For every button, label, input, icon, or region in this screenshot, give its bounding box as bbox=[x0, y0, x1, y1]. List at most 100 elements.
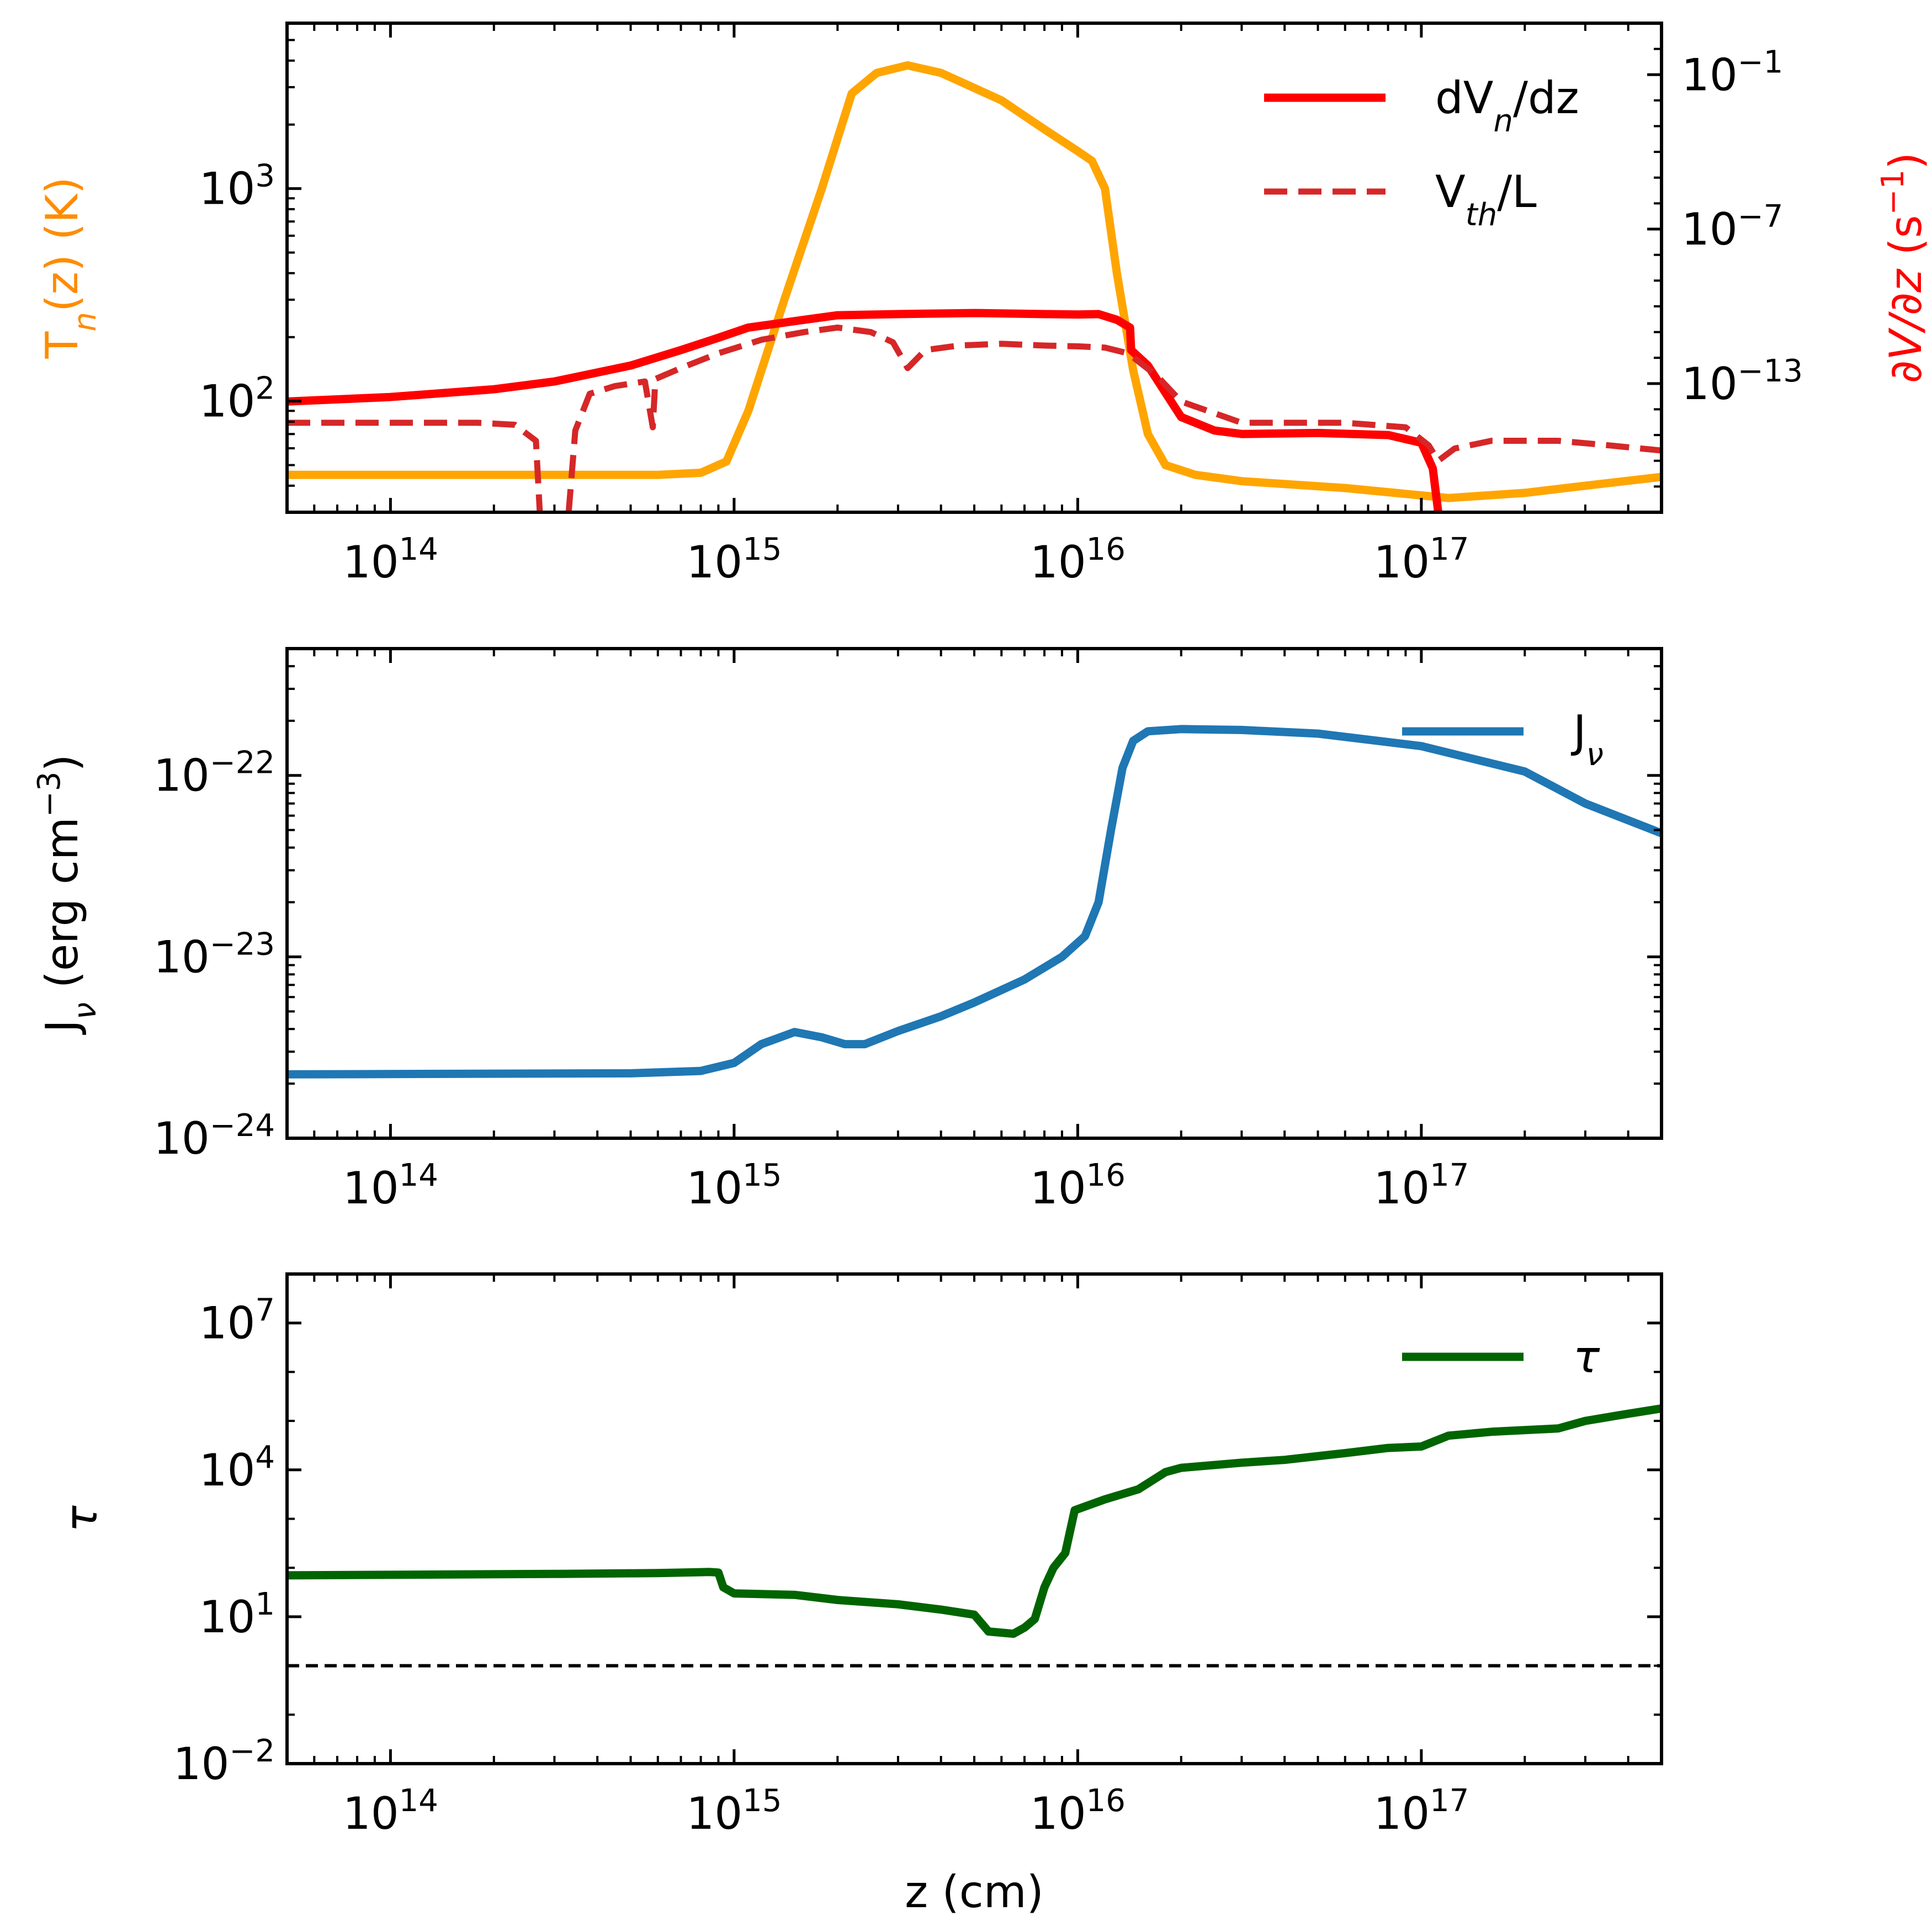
y-tick-label-0: 10−24 bbox=[153, 1108, 275, 1165]
y-tick-label-1-exp: 1 bbox=[255, 1586, 275, 1622]
y-tick-label-1: 10−23 bbox=[153, 926, 275, 983]
x-tick-label-3-exp: 17 bbox=[1430, 532, 1469, 567]
y2-tick-label-2-exp: −1 bbox=[1738, 44, 1784, 80]
y-tick-label-1-base: 10 bbox=[153, 931, 210, 983]
panels: 1014 1015 1016 101710210310−1310−710−1∂V/∂z… bbox=[31, 22, 1932, 1918]
y-axis-label: Tn(z) (K) bbox=[36, 177, 103, 359]
y-tick-label-3-base: 10 bbox=[199, 1298, 256, 1349]
x-tick-label-0: 1014 bbox=[343, 1158, 438, 1214]
y-tick-label-0: 10−2 bbox=[173, 1733, 275, 1790]
y2-tick-label-2: 10−1 bbox=[1681, 44, 1783, 101]
legend-label-1: Vth/L bbox=[1435, 166, 1537, 233]
y-tick-label-2: 10−22 bbox=[153, 745, 275, 802]
x-tick-label-3: 1017 bbox=[1373, 1783, 1469, 1840]
series-group bbox=[287, 1404, 1662, 1638]
x-tick-label-1-base: 10 bbox=[686, 1788, 742, 1839]
y2-tick-label-0-base: 10 bbox=[1681, 358, 1738, 410]
legend-label-0: Jν bbox=[1570, 706, 1604, 773]
y2-tick-label-0: 10−13 bbox=[1681, 353, 1803, 410]
y-tick-label-1: 103 bbox=[199, 158, 275, 215]
y-tick-label-0-base: 10 bbox=[199, 376, 256, 427]
x-tick-label-0-base: 10 bbox=[343, 537, 399, 588]
panel-top: 1014 1015 1016 101710210310−1310−710−1∂V/∂z… bbox=[36, 22, 1932, 588]
x-tick-label-2-base: 10 bbox=[1030, 1163, 1086, 1214]
x-tick-label-0: 1014 bbox=[343, 532, 438, 588]
y-tick-label-3: 107 bbox=[199, 1292, 275, 1349]
y-tick-label-0-base: 10 bbox=[153, 1113, 210, 1164]
legend-main: J bbox=[1570, 706, 1586, 757]
x-tick-label-3-base: 10 bbox=[1373, 1788, 1430, 1839]
y-tick-label-0-exp: −24 bbox=[210, 1108, 275, 1144]
legend-main: V bbox=[1435, 166, 1466, 217]
legend-sub: ν bbox=[1586, 737, 1604, 773]
series-line-0 bbox=[287, 725, 1662, 1079]
x-tick-label-1-base: 10 bbox=[686, 1163, 742, 1214]
y-tick-label-2: 104 bbox=[199, 1439, 275, 1496]
x-tick-label-3-exp: 17 bbox=[1430, 1783, 1469, 1819]
x-tick-label-3-base: 10 bbox=[1373, 1163, 1430, 1214]
series-line-0 bbox=[287, 61, 1662, 502]
x-tick-label-3: 1017 bbox=[1373, 532, 1469, 588]
y2-tick-label-0-exp: −13 bbox=[1738, 353, 1803, 389]
y-label-rest: (erg cm bbox=[36, 817, 88, 1002]
x-tick-label-2: 1016 bbox=[1030, 1158, 1126, 1214]
series-line-1 bbox=[287, 309, 1442, 512]
legend-main: dV bbox=[1435, 72, 1494, 124]
y-tick-label-0-base: 10 bbox=[173, 1738, 230, 1790]
y-label-sub: n bbox=[67, 312, 103, 332]
x-tick-label-1-exp: 15 bbox=[742, 1158, 782, 1193]
y-axis-label: τ bbox=[56, 1505, 107, 1532]
legend-main: τ bbox=[1573, 1331, 1600, 1383]
y-tick-label-2-base: 10 bbox=[153, 750, 210, 802]
x-tick-label-3-base: 10 bbox=[1373, 537, 1430, 588]
y2-label-sup: −1 bbox=[1875, 169, 1911, 215]
x-tick-label-2-base: 10 bbox=[1030, 1788, 1086, 1839]
series-group bbox=[287, 725, 1662, 1079]
y-tick-label-1-base: 10 bbox=[199, 163, 256, 215]
x-tick-label-3-exp: 17 bbox=[1430, 1158, 1469, 1193]
legend-label-0: dVn/dz bbox=[1435, 72, 1579, 139]
y2-tick-label-1: 10−7 bbox=[1681, 199, 1783, 256]
x-tick-label-0-exp: 14 bbox=[399, 532, 438, 567]
y-label-sub: ν bbox=[67, 1002, 103, 1020]
y-tick-label-1: 101 bbox=[199, 1586, 275, 1643]
y-label-rest: (z) (K) bbox=[36, 177, 88, 312]
series-line-2 bbox=[287, 324, 1662, 512]
y-tick-label-0-exp: 2 bbox=[255, 370, 275, 406]
y2-label-main: ∂V/∂z bbox=[1880, 268, 1931, 383]
x-axis-label: z (cm) bbox=[905, 1866, 1044, 1918]
x-tick-label-1: 1015 bbox=[686, 1783, 782, 1840]
series-line-0 bbox=[287, 1404, 1662, 1638]
legend-sub: n bbox=[1494, 103, 1514, 139]
x-tick-label-0-base: 10 bbox=[343, 1163, 399, 1214]
y-tick-label-0-exp: −2 bbox=[229, 1733, 275, 1769]
x-tick-label-0-exp: 14 bbox=[399, 1158, 438, 1193]
y-tick-label-0: 102 bbox=[199, 370, 275, 427]
x-tick-label-2: 1016 bbox=[1030, 532, 1126, 588]
legend-sub: th bbox=[1466, 197, 1497, 233]
x-tick-label-1: 1015 bbox=[686, 1158, 782, 1214]
y-tick-label-1-base: 10 bbox=[199, 1591, 256, 1643]
y-label-main: T bbox=[36, 331, 88, 359]
y-label-main: τ bbox=[56, 1505, 107, 1532]
y-tick-label-1-exp: −23 bbox=[210, 926, 275, 962]
x-tick-label-1-exp: 15 bbox=[742, 532, 782, 567]
y2-label-end: ) bbox=[1880, 152, 1931, 169]
y-label-end: ) bbox=[36, 754, 88, 771]
y2-tick-label-2-base: 10 bbox=[1681, 49, 1738, 100]
y2-tick-label-1-base: 10 bbox=[1681, 204, 1738, 255]
y2-axis-label: ∂V/∂z (s−1) bbox=[1875, 152, 1932, 384]
x-tick-label-0: 1014 bbox=[343, 1783, 438, 1840]
y-tick-label-2-exp: −22 bbox=[210, 745, 275, 781]
x-tick-label-2-base: 10 bbox=[1030, 537, 1086, 588]
x-tick-label-2: 1016 bbox=[1030, 1783, 1126, 1840]
y-tick-label-2-base: 10 bbox=[199, 1445, 256, 1496]
x-tick-label-2-exp: 16 bbox=[1086, 532, 1126, 567]
x-tick-label-0-base: 10 bbox=[343, 1788, 399, 1839]
x-tick-label-0-exp: 14 bbox=[399, 1783, 438, 1819]
y-axis-label: Jν (erg cm−3) bbox=[31, 754, 103, 1035]
legend-label-0: τ bbox=[1573, 1331, 1600, 1383]
legend-rest: /L bbox=[1497, 166, 1537, 217]
